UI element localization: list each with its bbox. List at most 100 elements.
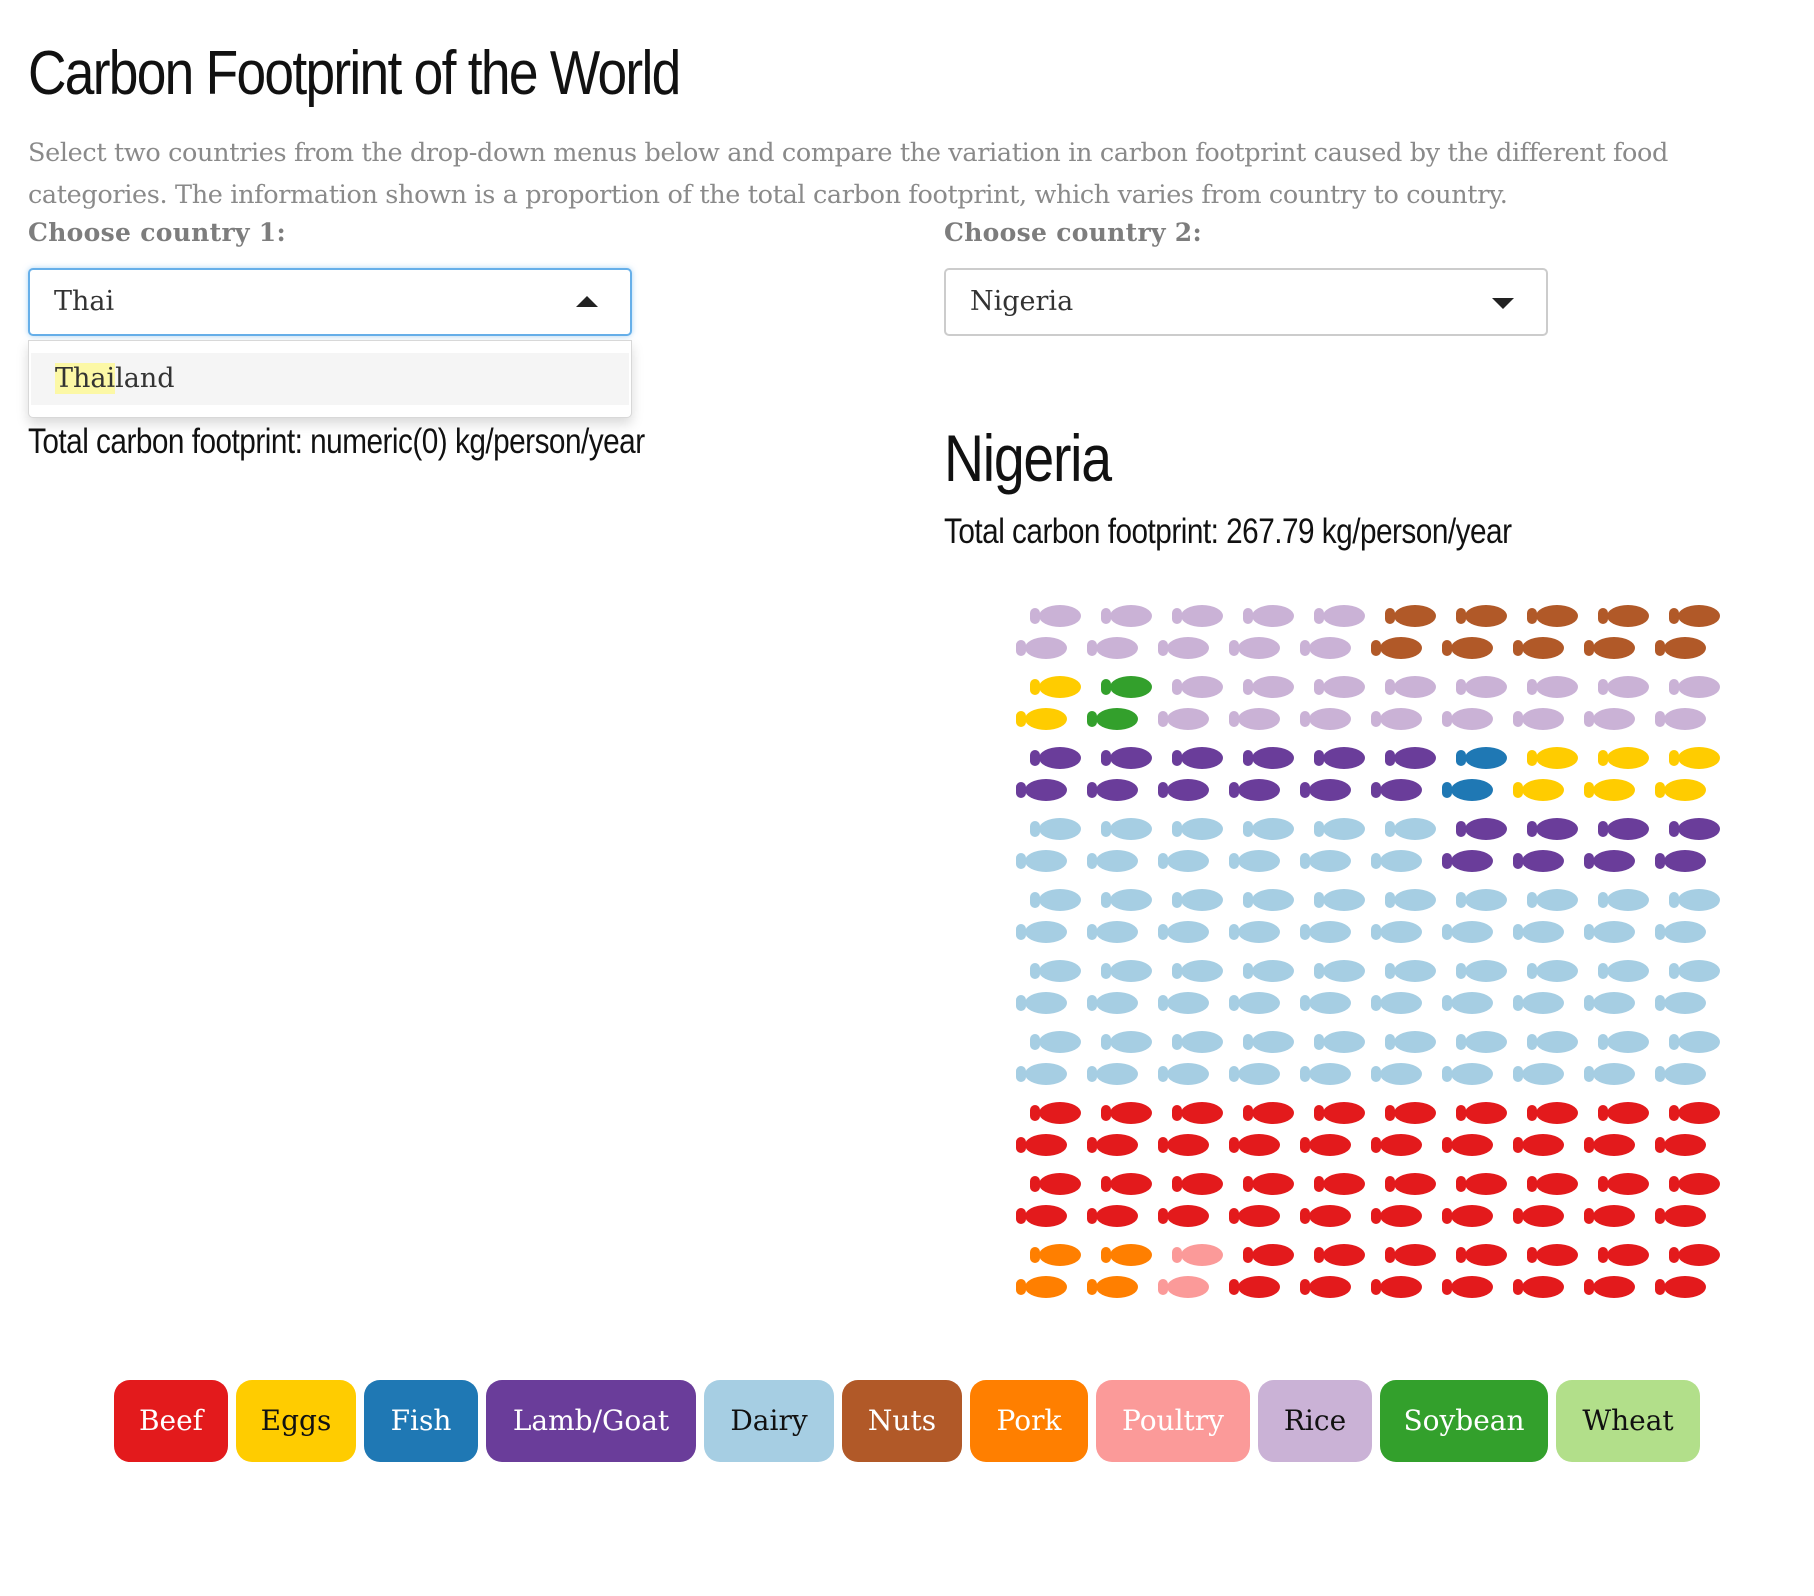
footprint-cell-pork xyxy=(1087,1244,1152,1298)
footprint-cell-dairy xyxy=(1229,960,1294,1014)
footprint-cell-beef xyxy=(1655,1244,1720,1298)
country1-label: Choose country 1: xyxy=(28,218,287,247)
country2-selected-value: Nigeria xyxy=(970,286,1074,317)
footprint-cell-beef xyxy=(1300,1173,1365,1227)
footprint-cell-dairy xyxy=(1229,889,1294,943)
footprint-cell-beef xyxy=(1300,1102,1365,1156)
footprint-cell-lamb-goat xyxy=(1300,747,1365,801)
page-title: Carbon Footprint of the World xyxy=(28,39,681,108)
footprint-cell-beef xyxy=(1513,1102,1578,1156)
footprint-cell-eggs xyxy=(1584,747,1649,801)
footprint-cell-beef xyxy=(1513,1244,1578,1298)
footprint-cell-beef xyxy=(1229,1173,1294,1227)
legend-item-rice[interactable]: Rice xyxy=(1258,1380,1372,1462)
footprint-cell-dairy xyxy=(1371,889,1436,943)
footprint-cell-eggs xyxy=(1513,747,1578,801)
legend-item-soybean[interactable]: Soybean xyxy=(1380,1380,1548,1462)
footprint-cell-dairy xyxy=(1087,960,1152,1014)
footprint-cell-beef xyxy=(1513,1173,1578,1227)
footprint-cell-dairy xyxy=(1016,889,1081,943)
footprint-cell-beef xyxy=(1158,1173,1223,1227)
footprint-cell-dairy xyxy=(1442,960,1507,1014)
footprint-cell-beef xyxy=(1584,1102,1649,1156)
legend-item-wheat[interactable]: Wheat xyxy=(1556,1380,1700,1462)
footprint-cell-dairy xyxy=(1158,960,1223,1014)
footprint-cell-lamb-goat xyxy=(1087,747,1152,801)
legend-item-eggs[interactable]: Eggs xyxy=(236,1380,356,1462)
option-match-highlight: Thai xyxy=(55,363,116,394)
footprint-cell-beef xyxy=(1442,1173,1507,1227)
footprint-cell-lamb-goat xyxy=(1655,818,1720,872)
footprint-cell-dairy xyxy=(1087,818,1152,872)
footprint-cell-beef xyxy=(1371,1102,1436,1156)
footprint-cell-dairy xyxy=(1300,818,1365,872)
footprint-cell-rice xyxy=(1300,676,1365,730)
footprint-cell-rice xyxy=(1016,605,1081,659)
footprint-cell-rice xyxy=(1584,676,1649,730)
footprint-cell-soybean xyxy=(1087,676,1152,730)
footprint-cell-rice xyxy=(1087,605,1152,659)
country2-total: Total carbon footprint: 267.79 kg/person… xyxy=(944,512,1512,551)
country1-dropdown: Thailand xyxy=(28,340,632,418)
footprint-cell-beef xyxy=(1229,1102,1294,1156)
footprint-cell-rice xyxy=(1158,605,1223,659)
country1-search-text[interactable]: Thai xyxy=(54,286,115,317)
footprint-cell-rice xyxy=(1158,676,1223,730)
footprint-cell-eggs xyxy=(1016,676,1081,730)
footprint-cell-lamb-goat xyxy=(1158,747,1223,801)
footprint-cell-beef xyxy=(1016,1102,1081,1156)
legend-item-pork[interactable]: Pork xyxy=(970,1380,1088,1462)
footprint-cell-nuts xyxy=(1513,605,1578,659)
footprint-waffle-chart xyxy=(1016,605,1720,1298)
footprint-cell-rice xyxy=(1655,676,1720,730)
footprint-cell-dairy xyxy=(1513,889,1578,943)
legend-item-poultry[interactable]: Poultry xyxy=(1096,1380,1250,1462)
footprint-cell-rice xyxy=(1442,676,1507,730)
footprint-cell-dairy xyxy=(1158,889,1223,943)
footprint-cell-rice xyxy=(1229,676,1294,730)
footprint-cell-lamb-goat xyxy=(1229,747,1294,801)
chevron-down-icon[interactable] xyxy=(1492,298,1514,309)
footprint-cell-dairy xyxy=(1513,960,1578,1014)
footprint-cell-dairy xyxy=(1442,1031,1507,1085)
footprint-cell-dairy xyxy=(1158,1031,1223,1085)
footprint-cell-nuts xyxy=(1655,605,1720,659)
footprint-cell-beef xyxy=(1371,1244,1436,1298)
chevron-up-icon[interactable] xyxy=(576,296,598,307)
footprint-cell-dairy xyxy=(1371,818,1436,872)
footprint-cell-beef xyxy=(1655,1102,1720,1156)
footprint-cell-dairy xyxy=(1513,1031,1578,1085)
country1-total: Total carbon footprint: numeric(0) kg/pe… xyxy=(28,422,645,461)
legend-item-fish[interactable]: Fish xyxy=(364,1380,478,1462)
legend-item-beef[interactable]: Beef xyxy=(114,1380,228,1462)
footprint-cell-eggs xyxy=(1655,747,1720,801)
footprint-cell-fish xyxy=(1442,747,1507,801)
footprint-cell-nuts xyxy=(1442,605,1507,659)
country2-select[interactable]: Nigeria xyxy=(944,268,1548,336)
footprint-cell-lamb-goat xyxy=(1584,818,1649,872)
footprint-cell-rice xyxy=(1229,605,1294,659)
legend-item-lamb-goat[interactable]: Lamb/Goat xyxy=(486,1380,696,1462)
country2-heading: Nigeria xyxy=(944,421,1112,495)
footprint-cell-dairy xyxy=(1371,1031,1436,1085)
legend: Beef Eggs Fish Lamb/Goat Dairy Nuts Pork Poultr… xyxy=(0,1380,1814,1462)
legend-item-nuts[interactable]: Nuts xyxy=(842,1380,962,1462)
footprint-cell-rice xyxy=(1513,676,1578,730)
dropdown-option-thailand[interactable]: Thailand xyxy=(31,353,629,405)
footprint-cell-dairy xyxy=(1087,889,1152,943)
footprint-cell-beef xyxy=(1087,1102,1152,1156)
footprint-cell-lamb-goat xyxy=(1016,747,1081,801)
footprint-cell-beef xyxy=(1584,1244,1649,1298)
footprint-cell-dairy xyxy=(1584,960,1649,1014)
footprint-cell-beef xyxy=(1229,1244,1294,1298)
footprint-cell-dairy xyxy=(1442,889,1507,943)
footprint-cell-beef xyxy=(1584,1173,1649,1227)
footprint-cell-dairy xyxy=(1655,960,1720,1014)
footprint-cell-beef xyxy=(1016,1173,1081,1227)
legend-item-dairy[interactable]: Dairy xyxy=(704,1380,834,1462)
footprint-cell-dairy xyxy=(1300,1031,1365,1085)
footprint-cell-dairy xyxy=(1158,818,1223,872)
country1-select[interactable]: Thai xyxy=(28,268,632,336)
footprint-cell-dairy xyxy=(1087,1031,1152,1085)
footprint-cell-rice xyxy=(1371,676,1436,730)
